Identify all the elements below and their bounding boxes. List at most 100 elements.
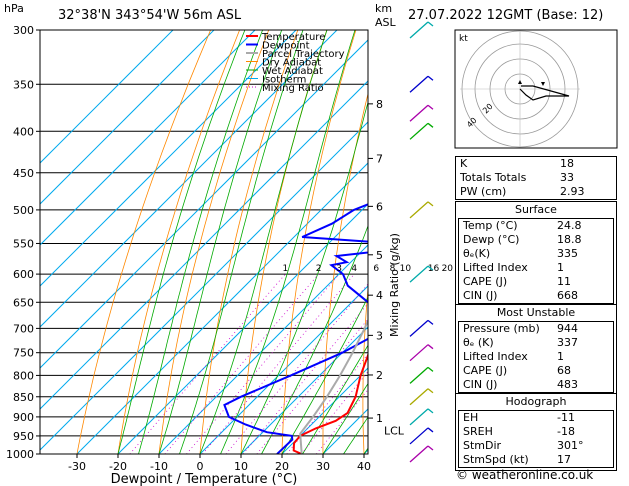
hodograph-row: SREH -18 [463,425,575,438]
wet-adiabat-line [138,30,263,454]
dry-adiabat-line [117,30,240,454]
index-row: K 18 [460,157,574,170]
temperature-tick-label: -30 [68,460,86,473]
mixing-ratio-label: 16 [428,264,440,274]
wind-barb [409,344,429,362]
km-label: km [375,2,393,15]
profile-lines [223,203,368,454]
legend-entry: Dewpoint [262,41,310,52]
wet-adiabat-line [220,30,356,454]
temperature-tick-label: -20 [109,460,127,473]
isotherm-line [40,30,215,205]
plot-frame [39,29,369,455]
wet-adiabat-line [199,30,328,454]
dry-adiabat-line [322,92,368,454]
wind-barb-flag [427,408,434,414]
mixing-ratio-label: 1 [283,264,289,274]
wind-barb-flag [427,75,434,81]
most-unstable-row: Pressure (mb) 944 [463,322,578,335]
isotherm-line [240,326,368,454]
wind-barb [409,21,429,39]
wind-barb [409,319,429,337]
km-tick-label: 3 [376,329,383,342]
wet-adiabat-line [281,296,368,454]
x-axis-label: Dewpoint / Temperature (°C) [111,472,298,486]
km-tick-label: 5 [376,249,383,262]
wind-barbs [409,21,434,463]
isotherm-line [281,367,368,454]
indices-table: K 18 Totals Totals 33 PW (cm) 2.93 [455,156,617,200]
parcel-trajectory-line [299,318,368,454]
lcl-label: LCL [384,425,405,438]
wet-adiabat-line [322,382,368,454]
isotherm-line [117,203,368,454]
storm-motion-marker [518,80,522,84]
diagram-grid [40,30,443,454]
wind-barb-flag [427,388,434,394]
legend-entry: Mixing Ratio [262,83,324,94]
wind-barb [409,388,429,406]
mixing-ratio-line [164,273,319,454]
mixing-ratio-label: 8 [390,264,396,274]
isotherm-line [40,30,174,164]
wind-barb-flag [427,265,434,271]
most-unstable-section: Most Unstable Pressure (mb) 944 θₑ (K) 337… [455,304,617,396]
wind-barb-flag [427,366,434,372]
dry-adiabat-line [402,30,443,454]
pressure-tick-label: 450 [13,167,34,180]
hodograph-row: EH -11 [463,411,575,424]
pressure-tick-label: 950 [13,430,34,443]
wind-barb-flag [427,427,434,433]
wet-adiabat-line [158,30,283,454]
mixing-ratio-axis-label: Mixing Ratio (g/kg) [388,233,401,337]
temperature-tick-label: -10 [150,460,168,473]
most-unstable-title: Most Unstable [496,306,576,319]
dry-adiabat-line [76,30,211,454]
pressure-tick-label: 850 [13,391,34,404]
surface-row: Dewp (°C) 18.8 [463,233,582,246]
isotherm-line [76,162,368,454]
pressure-tick-label: 700 [13,322,34,335]
temperature-tick-label: 20 [275,460,289,473]
wind-barb [409,408,429,426]
temperature-tick-label: 40 [357,460,371,473]
index-row: PW (cm) 2.93 [460,185,585,198]
wind-barb [409,104,429,122]
wind-barb [409,427,429,445]
wet-adiabat-line [179,30,304,454]
mixing-ratio-label: 20 [442,264,454,274]
wind-barb-flag [427,104,434,110]
wind-barb [409,366,429,384]
hodograph-table-title: Hodograph [505,395,567,408]
km-tick-label: 8 [376,98,383,111]
isotherm-line [40,30,256,246]
mixing-ratio-label: 10 [400,264,412,274]
mixing-ratio-label: 3 [336,264,342,274]
surface-row: CAPE (J) 11 [463,275,571,288]
wind-barb [409,122,429,140]
isotherm-line [40,30,297,287]
km-tick-label: 6 [376,200,383,213]
legend-entry: Temperature [261,32,325,43]
km-tick-label: 1 [376,412,383,425]
pressure-tick-label: 600 [13,268,34,281]
temperature-tick-label: 10 [234,460,248,473]
axes: 3003504004505005506006507007508008509009… [6,24,467,486]
pressure-tick-label: 300 [13,24,34,37]
wet-adiabat-line [261,224,368,454]
surface-row: θₑ(K) 335 [463,247,578,260]
most-unstable-row: θₑ (K) 337 [463,336,578,349]
hodograph-trace [519,85,570,101]
pressure-tick-label: 400 [13,125,34,138]
km-tick-label: 2 [376,369,383,382]
isotherm-line [158,244,368,454]
wind-barb-flag [427,319,434,325]
hodograph-row: StmDir 301° [463,439,584,452]
hpa-label: hPa [4,2,24,15]
mixing-ratio-label: 4 [351,264,357,274]
wind-barb-flag [427,344,434,350]
pressure-tick-label: 350 [13,78,34,91]
